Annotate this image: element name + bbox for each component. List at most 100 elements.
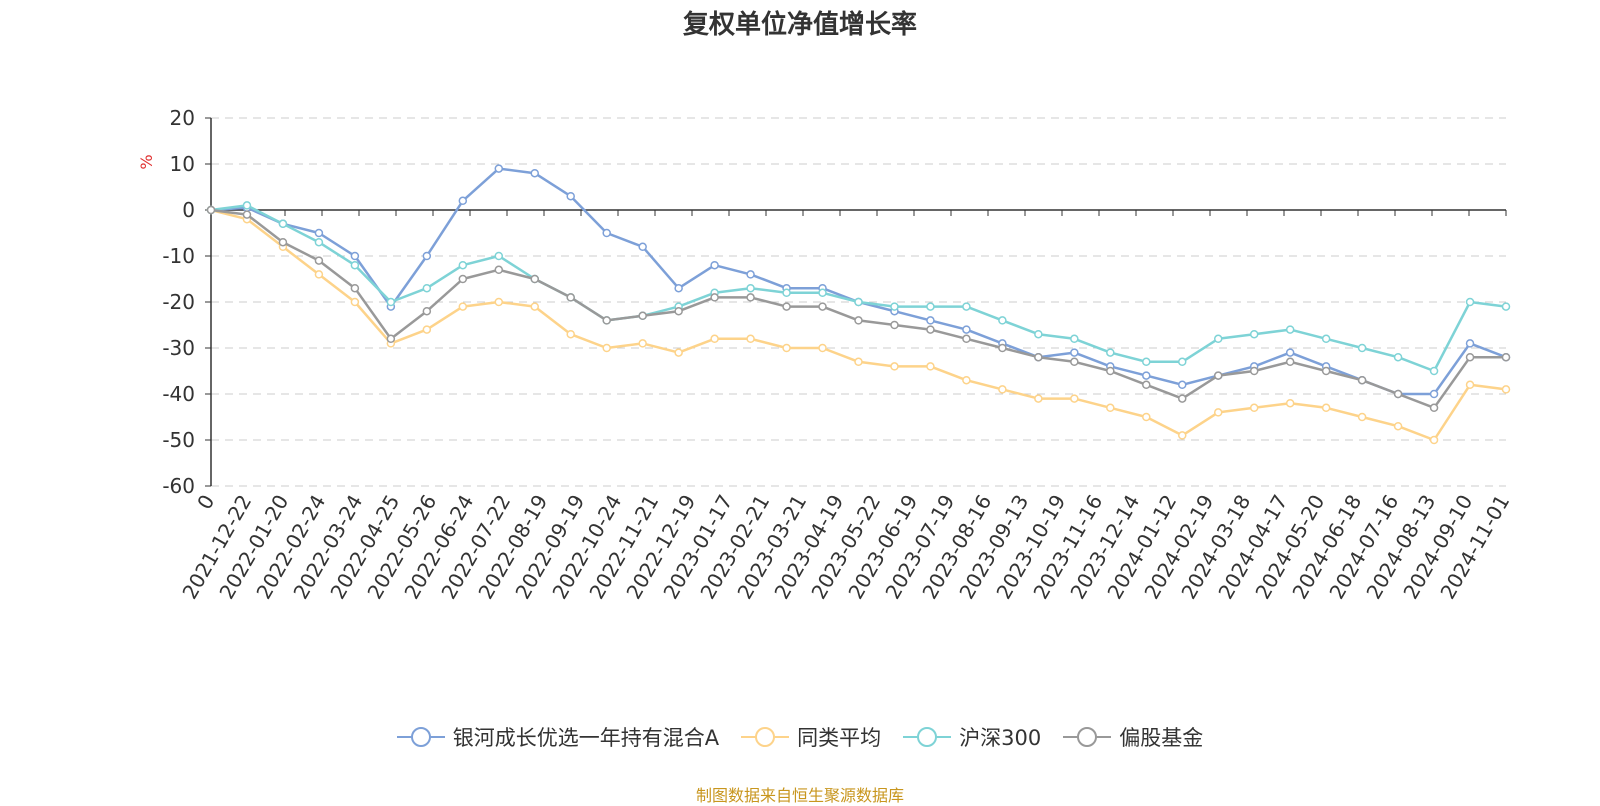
- data-point: [1357, 343, 1367, 353]
- data-point: [458, 196, 468, 206]
- data-point: [638, 311, 647, 321]
- data-point: [350, 260, 360, 270]
- data-point: [674, 348, 683, 357]
- legend-label: 银河成长优选一年持有混合A: [452, 726, 720, 750]
- data-point: [746, 283, 755, 293]
- legend-item[interactable]: 银河成长优选一年持有混合A: [396, 722, 720, 752]
- data-point: [422, 251, 432, 261]
- data-point: [710, 260, 719, 270]
- data-point: [530, 274, 539, 284]
- data-point: [530, 302, 539, 311]
- data-point: [1429, 366, 1439, 376]
- data-point: [1465, 380, 1475, 390]
- data-point: [494, 297, 504, 307]
- data-point: [1070, 334, 1079, 344]
- data-point: [890, 302, 899, 311]
- y-tick-label: 20: [170, 106, 195, 130]
- data-point: [890, 320, 899, 330]
- legend-marker-icon: [1063, 727, 1112, 747]
- data-point: [422, 306, 432, 316]
- data-point: [1393, 352, 1403, 362]
- legend-item[interactable]: 同类平均: [741, 722, 881, 752]
- data-point: [926, 325, 935, 334]
- data-point: [314, 228, 324, 238]
- y-tick-label: 0: [182, 198, 195, 222]
- data-point: [710, 334, 719, 344]
- data-point: [998, 343, 1007, 353]
- data-point: [350, 251, 360, 261]
- data-point: [1178, 431, 1187, 440]
- data-point: [458, 260, 468, 270]
- data-point: [458, 302, 468, 311]
- data-point: [206, 205, 216, 215]
- data-point: [1465, 352, 1475, 362]
- chart-title: 复权单位净值增长率: [682, 10, 917, 40]
- data-point: [1249, 329, 1259, 339]
- data-point: [314, 237, 324, 247]
- legend-label: 偏股基金: [1119, 726, 1204, 750]
- data-point: [674, 306, 683, 316]
- data-point: [818, 343, 827, 353]
- data-point: [1429, 435, 1439, 445]
- data-point: [386, 297, 396, 307]
- data-point: [926, 316, 935, 325]
- data-point: [1142, 412, 1151, 422]
- data-point: [1142, 380, 1151, 390]
- data-point: [782, 343, 791, 353]
- data-point: [1285, 398, 1295, 408]
- data-point: [350, 283, 360, 293]
- series-line-3: [210, 208, 1506, 410]
- data-point: [782, 288, 791, 298]
- data-point: [1213, 371, 1223, 380]
- data-point: [242, 210, 252, 219]
- data-point: [494, 164, 504, 173]
- y-tick-label: -50: [162, 428, 195, 452]
- data-point: [1142, 357, 1151, 367]
- data-point: [602, 228, 611, 238]
- legend-marker-icon: [396, 727, 445, 747]
- data-point: [1501, 302, 1511, 311]
- data-point: [782, 302, 791, 311]
- data-point: [1034, 394, 1043, 403]
- data-point: [962, 334, 971, 344]
- data-point: [638, 242, 647, 252]
- data-point: [494, 251, 504, 261]
- data-point: [350, 297, 360, 307]
- data-point: [638, 339, 647, 348]
- data-point: [1034, 352, 1043, 362]
- data-point: [926, 362, 935, 371]
- data-point: [998, 316, 1007, 325]
- data-point: [602, 343, 611, 353]
- legend-marker-icon: [741, 727, 790, 747]
- data-point: [1070, 357, 1079, 367]
- data-point: [1321, 403, 1331, 413]
- series-line-1: [210, 208, 1507, 442]
- data-point: [1285, 348, 1295, 357]
- data-point: [1465, 339, 1475, 348]
- data-point: [1357, 375, 1367, 385]
- data-point: [710, 293, 719, 302]
- data-point: [854, 297, 863, 307]
- data-point: [566, 191, 575, 201]
- y-tick-label: -40: [162, 382, 195, 406]
- source-note: 制图数据来自恒生聚源数据库: [695, 786, 904, 805]
- data-point: [566, 329, 575, 339]
- y-axis-title: %: [137, 154, 156, 169]
- data-point: [1178, 357, 1187, 367]
- data-point: [962, 375, 971, 385]
- data-point: [602, 316, 611, 325]
- data-point: [818, 288, 827, 298]
- data-point: [926, 302, 935, 311]
- data-point: [386, 334, 396, 344]
- data-point: [458, 274, 468, 284]
- data-point: [854, 316, 863, 325]
- y-tick-label: -30: [162, 336, 195, 360]
- legend-item[interactable]: 沪深300: [903, 722, 1041, 752]
- legend-item[interactable]: 偏股基金: [1063, 722, 1203, 752]
- data-point: [422, 283, 432, 293]
- legend-marker-circle: [917, 727, 938, 747]
- legend-marker-circle: [755, 727, 776, 747]
- data-point: [998, 385, 1007, 394]
- data-point: [278, 237, 288, 247]
- data-point: [1106, 348, 1115, 357]
